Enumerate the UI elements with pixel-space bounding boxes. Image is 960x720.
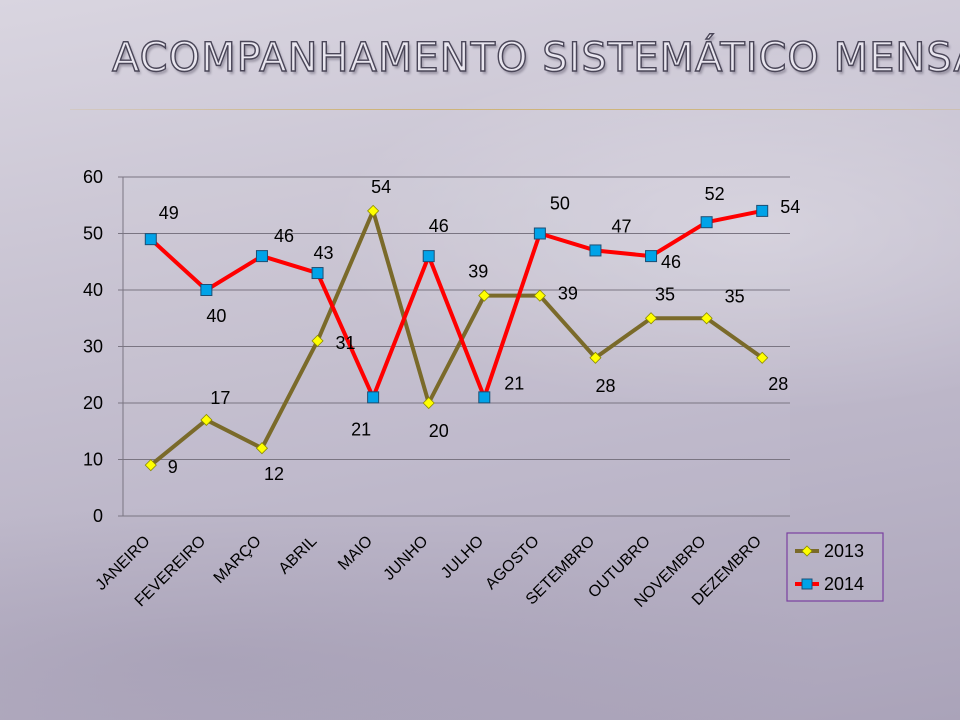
- data-label-2014: 47: [611, 216, 631, 236]
- data-label-2013: 54: [371, 177, 391, 197]
- marker-2013: [700, 312, 713, 325]
- marker-2013: [311, 334, 324, 347]
- data-label-2013: 39: [558, 284, 578, 304]
- marker-2013: [422, 396, 435, 410]
- data-label-2014: 52: [705, 184, 725, 204]
- data-label-2013: 20: [429, 421, 449, 441]
- data-label-2014: 49: [159, 203, 179, 223]
- marker-2014: [200, 284, 213, 296]
- data-label-2014: 54: [780, 197, 800, 217]
- marker-2014: [311, 267, 324, 280]
- marker-2014: [144, 233, 157, 246]
- marker-2014: [478, 391, 491, 404]
- marker-2014: [700, 216, 713, 229]
- series-line-2013: [149, 208, 764, 467]
- marker-2014: [422, 250, 435, 263]
- x-tick-label: AGOSTO: [482, 533, 542, 593]
- marker-2013: [589, 351, 602, 364]
- series-lines: [149, 208, 764, 467]
- marker-2013: [367, 204, 380, 217]
- title-divider: [70, 109, 960, 110]
- y-tick-label: 0: [93, 506, 103, 526]
- marker-2014: [367, 391, 380, 404]
- legend-entry: 2014: [824, 574, 864, 594]
- marker-2013: [200, 413, 213, 427]
- grid-lines: [123, 176, 790, 460]
- slide-title: ACOMPANHAMENTO SISTEMÁTICO MENSAL: [111, 34, 960, 81]
- data-label-2014: 40: [206, 306, 226, 326]
- y-axis: 0 10 20 30 40 50 60: [83, 167, 124, 526]
- y-tick-label: 30: [83, 337, 103, 357]
- x-tick-label: JULHO: [438, 533, 487, 582]
- data-label-2013: 28: [768, 374, 788, 394]
- y-tick-label: 50: [83, 224, 103, 244]
- data-label-2014: 50: [550, 194, 570, 214]
- y-tick-label: 10: [83, 450, 103, 470]
- legend-box: [786, 532, 884, 602]
- data-label-2013: 35: [655, 284, 675, 304]
- data-label-2013: 28: [595, 376, 615, 396]
- data-label-2014: 46: [429, 216, 449, 236]
- data-labels: 9 17 12 31 54 20 39 39 28 35 35 28 49 40 46 43 21 46 21 50 4…: [159, 177, 800, 484]
- marker-2013: [478, 289, 491, 302]
- marker-2014: [589, 244, 602, 257]
- series-line-2014: [149, 208, 763, 400]
- data-label-2014: 21: [351, 419, 371, 439]
- data-label-2013: 35: [725, 286, 745, 306]
- data-label-2014: 46: [661, 252, 681, 272]
- marker-2014: [645, 250, 658, 263]
- marker-2013: [255, 442, 269, 455]
- x-tick-label: JUNHO: [381, 533, 432, 584]
- x-tick-label: ABRIL: [276, 533, 321, 578]
- data-label-2014: 43: [314, 243, 334, 263]
- legend: 2013 2014: [786, 532, 884, 602]
- marker-2013: [644, 312, 658, 325]
- marker-2013: [144, 459, 157, 472]
- data-label-2013: 39: [468, 262, 488, 282]
- marker-2014: [255, 250, 268, 263]
- data-label-2013: 17: [210, 388, 230, 408]
- data-label-2013: 12: [264, 464, 284, 484]
- legend-swatch-marker: [801, 578, 813, 590]
- x-tick-label: MAIO: [335, 533, 376, 574]
- legend-entry: 2013: [824, 541, 864, 561]
- marker-2013: [533, 289, 546, 302]
- data-label-2014: 21: [504, 373, 524, 393]
- series-markers: [144, 204, 769, 472]
- legend-swatch-marker: [801, 545, 813, 557]
- marker-2013: [756, 351, 769, 364]
- x-tick-label: MARÇO: [211, 533, 265, 587]
- y-tick-label: 20: [83, 393, 103, 413]
- y-tick-label: 60: [83, 167, 103, 187]
- marker-2014: [533, 227, 546, 240]
- data-label-2013: 31: [336, 333, 356, 353]
- data-label-2014: 46: [274, 226, 294, 246]
- data-label-2013: 9: [168, 457, 178, 477]
- y-tick-label: 40: [83, 280, 103, 300]
- marker-2014: [756, 204, 769, 217]
